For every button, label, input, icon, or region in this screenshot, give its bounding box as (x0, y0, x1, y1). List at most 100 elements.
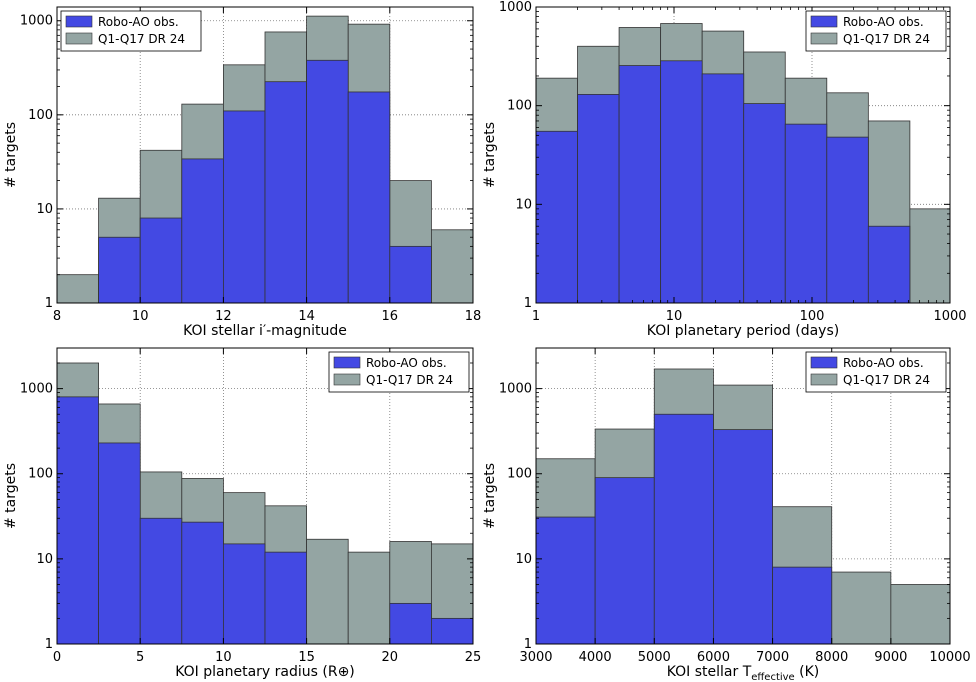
robo-ao-series-bar (577, 94, 620, 304)
legend-label: Q1-Q17 DR 24 (843, 32, 930, 46)
q1-q17-series-bar (56, 274, 99, 304)
robo-ao-series-bar (56, 396, 99, 645)
y-tick-label: 100 (507, 467, 532, 482)
chart-panel-3: 0 5 10 15 20 25 1 10 100 1000 KOI planetary radius… (3, 347, 482, 680)
robo-ao-series-bar (772, 566, 833, 645)
robo-ao-series-bar (430, 617, 474, 645)
x-tick-label: 100 (800, 309, 825, 324)
robo-ao-series-bar (181, 521, 224, 645)
y-axis-label: # targets (482, 463, 498, 529)
y-tick-label: 1000 (499, 382, 532, 397)
y-tick-label: 1000 (20, 14, 53, 29)
robo-ao-series-bar (826, 136, 869, 304)
x-tick-label: 0 (53, 650, 61, 665)
x-axis-label: KOI stellar Teffective (K) (667, 664, 820, 682)
x-axis-label-subscript: effective (751, 672, 794, 682)
legend-label: Robo-AO obs. (98, 15, 179, 29)
x-tick-label: 18 (465, 309, 482, 324)
chart-panel-1: 8 10 12 14 16 18 1 10 100 1000 KOI stellar i′-magn… (3, 6, 482, 339)
q1-q17-series-bar (909, 208, 951, 304)
y-tick-label: 100 (28, 108, 53, 123)
x-tick-label: 5 (136, 650, 144, 665)
robo-ao-series-bar (222, 110, 266, 304)
plot-frame (535, 347, 951, 645)
x-tick-label: 16 (382, 309, 399, 324)
robo-ao-series-bar (713, 429, 773, 645)
robo-ao-series-bar (98, 236, 141, 304)
robo-ao-series-bar (784, 123, 828, 304)
robo-ao-series-bar (618, 65, 662, 304)
y-tick-label: 1000 (20, 382, 53, 397)
q1-q17-series-bar (890, 584, 951, 645)
robo-ao-series-bar (139, 517, 183, 645)
y-tick-label: 100 (507, 99, 532, 114)
legend-swatch (333, 373, 361, 386)
robo-ao-series-bar (594, 477, 655, 645)
x-tick-label: 20 (382, 650, 399, 665)
robo-ao-series-bar (264, 551, 307, 645)
x-axis-label-unit: (K) (795, 664, 820, 680)
y-tick-label: 10 (515, 552, 532, 567)
legend-label: Q1-Q17 DR 24 (843, 373, 930, 387)
y-tick-label: 1000 (499, 0, 532, 15)
legend-swatch (65, 32, 93, 45)
robo-ao-series (535, 413, 833, 645)
x-tick-label: 3000 (519, 650, 552, 665)
x-tick-label: 14 (298, 309, 315, 324)
y-tick-label: 10 (36, 552, 53, 567)
x-axis-label: KOI stellar i′-magnitude (183, 323, 347, 339)
robo-ao-series-bar (139, 217, 183, 304)
y-axis-label: # targets (3, 463, 19, 529)
legend-swatch (810, 356, 838, 369)
x-tick-label: 15 (298, 650, 315, 665)
y-tick-label: 1 (45, 637, 53, 652)
plot-frame (56, 6, 474, 304)
x-tick-label: 12 (215, 309, 232, 324)
q1-q17-series-bar (306, 538, 349, 645)
x-tick-label: 9000 (874, 650, 907, 665)
x-axis-label-main: KOI stellar T (667, 664, 752, 680)
y-tick-label: 1 (524, 296, 532, 311)
robo-ao-series-bar (306, 59, 349, 304)
x-tick-label: 6000 (697, 650, 730, 665)
x-tick-label: 10 (132, 309, 149, 324)
robo-ao-series (56, 396, 474, 645)
robo-ao-series-bar (653, 413, 714, 645)
x-axis-label: KOI planetary radius (R⊕) (175, 664, 355, 680)
y-axis-label: # targets (482, 122, 498, 188)
robo-ao-series-bar (222, 543, 266, 645)
robo-ao-series-bar (535, 516, 596, 645)
legend-label: Robo-AO obs. (843, 356, 924, 370)
robo-ao-series-bar (98, 442, 141, 645)
x-tick-label: 5000 (638, 650, 671, 665)
legend-label: Q1-Q17 DR 24 (98, 32, 185, 46)
x-tick-label: 25 (465, 650, 482, 665)
x-tick-label: 10000 (929, 650, 970, 665)
legend-label: Robo-AO obs. (366, 356, 447, 370)
robo-ao-series-bar (660, 60, 703, 304)
x-tick-label: 4000 (579, 650, 612, 665)
plot-frame (535, 6, 951, 304)
x-axis-label: KOI planetary period (days) (647, 323, 839, 339)
x-tick-label: 10 (666, 309, 683, 324)
legend: Robo-AO obs. Q1-Q17 DR 24 (60, 10, 202, 52)
robo-ao-series-bar (181, 158, 224, 304)
legend: Robo-AO obs. Q1-Q17 DR 24 (805, 351, 947, 393)
legend-swatch (810, 373, 838, 386)
y-tick-label: 100 (28, 467, 53, 482)
robo-ao-series-bar (535, 130, 578, 304)
y-tick-label: 10 (36, 202, 53, 217)
robo-ao-series-bar (389, 602, 432, 645)
q1-q17-series-bar (831, 571, 892, 645)
x-tick-label: 7000 (756, 650, 789, 665)
legend-swatch (810, 15, 838, 28)
robo-ao-series (535, 60, 911, 304)
robo-ao-series-bar (389, 245, 432, 304)
robo-ao-series-bar (743, 103, 786, 304)
x-tick-label: 8 (53, 309, 61, 324)
robo-ao-series-bar (867, 225, 911, 304)
x-tick-label: 1000 (933, 309, 966, 324)
legend-swatch (65, 15, 93, 28)
robo-ao-series (98, 59, 432, 304)
